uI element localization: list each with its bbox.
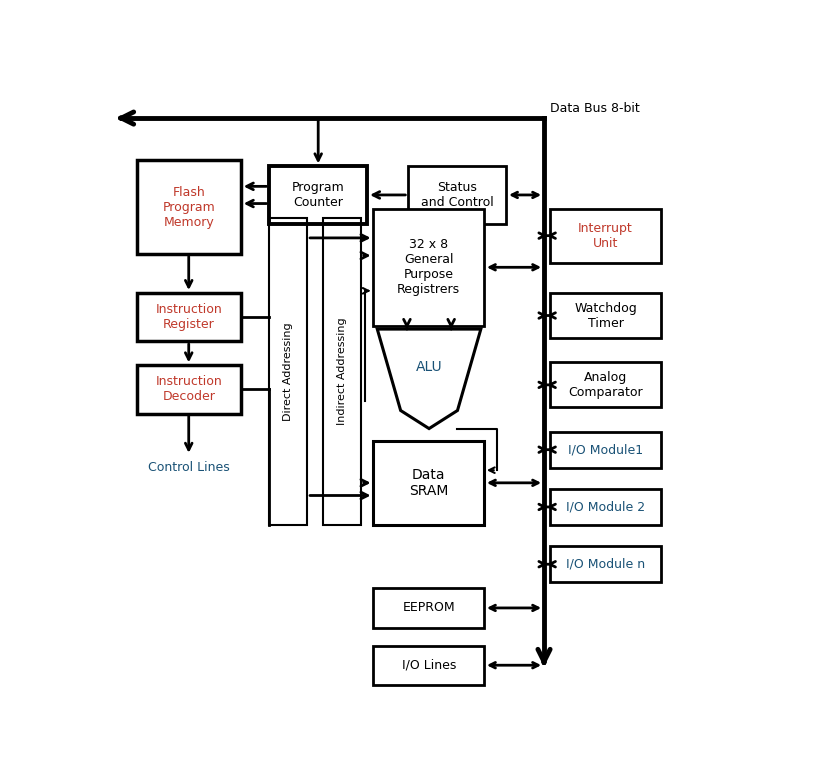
Bar (269, 166, 368, 224)
Text: Flash
Program
Memory: Flash Program Memory (162, 186, 215, 229)
Text: Direct Addressing: Direct Addressing (283, 322, 293, 420)
Text: I/O Lines: I/O Lines (402, 659, 456, 672)
Text: ALU: ALU (416, 359, 443, 373)
Bar (137, 161, 241, 254)
Text: Watchdog
Timer: Watchdog Timer (575, 301, 637, 330)
Bar (550, 208, 661, 263)
Bar (137, 293, 241, 341)
Bar (373, 646, 484, 685)
Bar (323, 218, 361, 525)
Bar (550, 547, 661, 583)
Polygon shape (377, 329, 481, 428)
Text: Data Bus 8-bit: Data Bus 8-bit (550, 102, 640, 115)
Bar (137, 365, 241, 413)
Bar (373, 441, 484, 525)
Text: Data
SRAM: Data SRAM (409, 467, 448, 498)
Text: I/O Module n: I/O Module n (566, 557, 645, 571)
Text: 32 x 8
General
Purpose
Registrers: 32 x 8 General Purpose Registrers (397, 238, 460, 296)
Bar (373, 208, 484, 326)
Text: I/O Module1: I/O Module1 (568, 443, 643, 456)
Text: Interrupt
Unit: Interrupt Unit (578, 222, 633, 250)
Text: Indirect Addressing: Indirect Addressing (337, 317, 347, 425)
Text: EEPROM: EEPROM (403, 601, 455, 615)
Text: Program
Counter: Program Counter (292, 181, 345, 209)
Bar (550, 431, 661, 467)
Text: Control Lines: Control Lines (148, 461, 230, 474)
Bar (269, 218, 307, 525)
Text: Instruction
Register: Instruction Register (156, 303, 222, 331)
Bar (550, 489, 661, 525)
Bar (373, 588, 484, 627)
Text: Instruction
Decoder: Instruction Decoder (156, 375, 222, 403)
Text: I/O Module 2: I/O Module 2 (566, 500, 645, 514)
Bar (408, 166, 506, 224)
Text: Analog
Comparator: Analog Comparator (568, 371, 643, 399)
Bar (550, 363, 661, 407)
Bar (550, 293, 661, 338)
Text: Status
and Control: Status and Control (421, 181, 494, 209)
